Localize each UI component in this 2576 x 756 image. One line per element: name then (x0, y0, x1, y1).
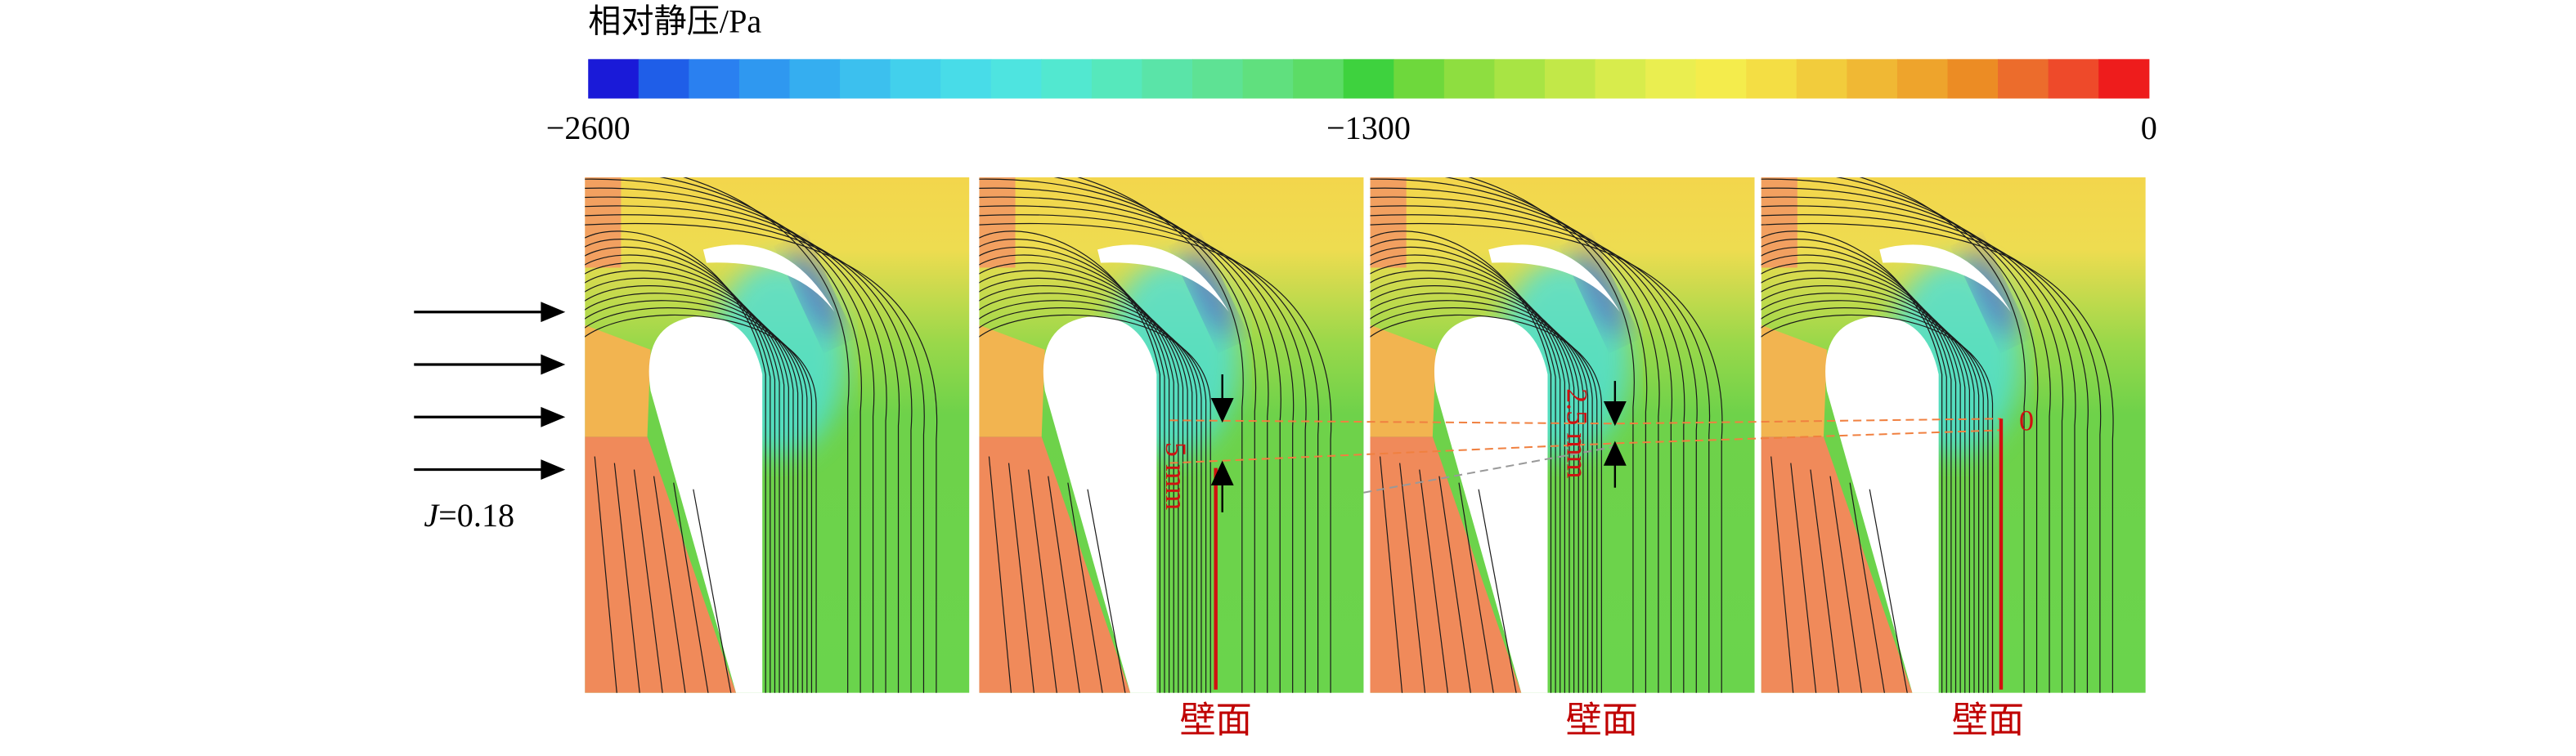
contour-panel (1362, 161, 1754, 703)
gap-arrows (1210, 374, 1627, 512)
colorbar-segment (738, 59, 791, 99)
colorbar-segment (1947, 59, 1999, 99)
colorbar-segment (1091, 59, 1143, 99)
wall-label: 壁面 (1952, 700, 2024, 740)
colorbar-segment (1242, 59, 1294, 99)
colorbar-segment (1343, 59, 1394, 99)
colorbar-segment (1595, 59, 1646, 99)
inlet-arrows (414, 302, 566, 481)
colorbar-segment (1142, 59, 1193, 99)
gap-label: 0 (2019, 405, 2034, 437)
colorbar-segment (638, 59, 689, 99)
colorbar-segment (789, 59, 841, 99)
colorbar-segment (2048, 59, 2099, 99)
colorbar-segment (1041, 59, 1093, 99)
gap-label: 5 mm (1160, 442, 1192, 510)
wall-label: 壁面 (1179, 700, 1251, 740)
colorbar-segment (840, 59, 891, 99)
colorbar-tick-label: −2600 (546, 110, 631, 146)
colorbar-segment (1393, 59, 1445, 99)
jet-label: J=0.18 (424, 497, 514, 534)
colorbar-segment (1544, 59, 1596, 99)
colorbar-tick-label: −1300 (1326, 110, 1411, 146)
contour-panel (971, 161, 1363, 703)
colorbar-segment (1192, 59, 1244, 99)
colorbar: −2600 −1300 0 (546, 59, 2157, 146)
colorbar-segment (1494, 59, 1546, 99)
colorbar-segment (588, 59, 640, 99)
colorbar-segment (890, 59, 941, 99)
colorbar-tick-label: 0 (2141, 110, 2157, 146)
colorbar-segment (2098, 59, 2150, 99)
colorbar-segment (990, 59, 1042, 99)
colorbar-segment (1796, 59, 1847, 99)
wall-lines (1214, 418, 2004, 690)
colorbar-segment (689, 59, 740, 99)
gap-guides (1169, 418, 2001, 494)
colorbar-segment (1847, 59, 1898, 99)
gap-label: 2.5 mm (1560, 388, 1593, 478)
colorbar-segment (1896, 59, 1949, 99)
contour-panel (577, 161, 969, 703)
wall-label: 壁面 (1566, 700, 1638, 740)
colorbar-segment (1645, 59, 1697, 99)
colorbar-segment (1695, 59, 1747, 99)
colorbar-segment (1443, 59, 1496, 99)
colorbar-segment (1998, 59, 2049, 99)
colorbar-title: 相对静压/Pa (588, 2, 761, 39)
colorbar-segment (1746, 59, 1797, 99)
colorbar-segment (940, 59, 992, 99)
colorbar-segment (1293, 59, 1344, 99)
